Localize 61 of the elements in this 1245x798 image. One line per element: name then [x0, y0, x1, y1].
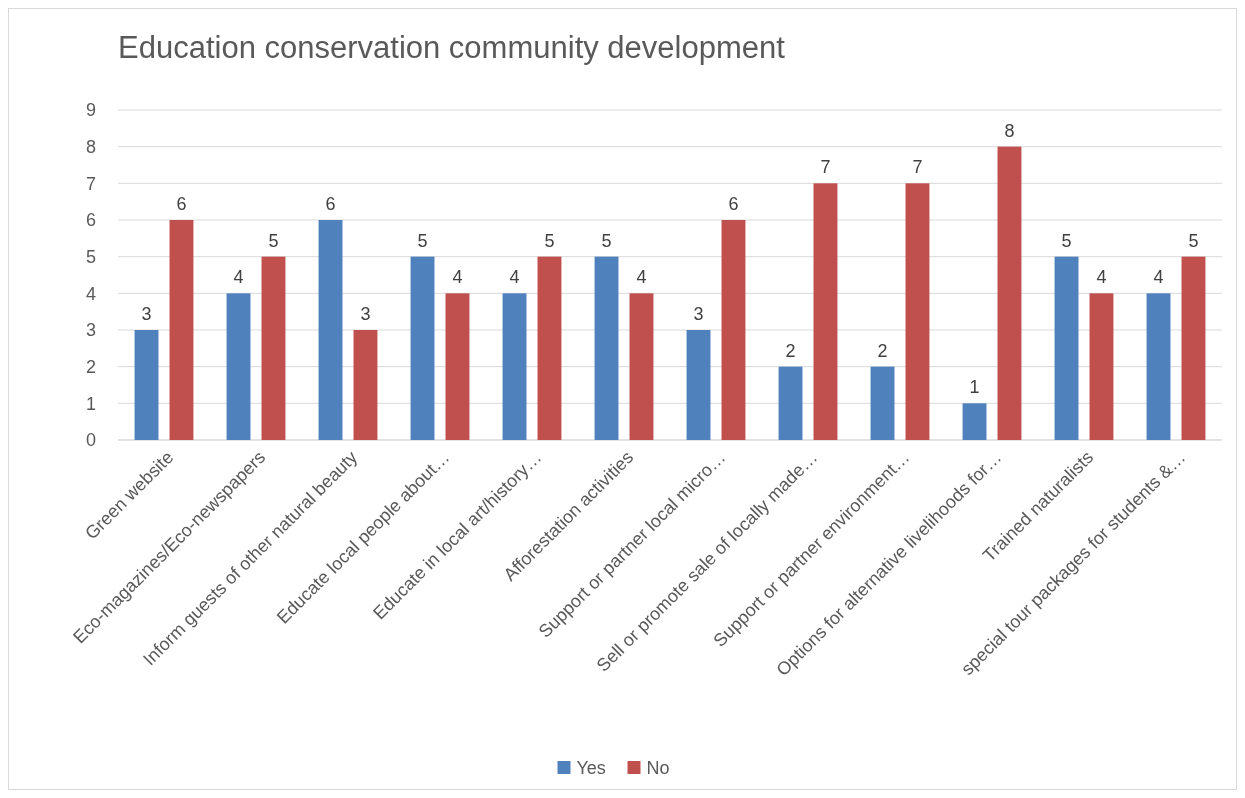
data-label: 4 — [636, 267, 647, 288]
y-tick-label: 0 — [85, 430, 96, 451]
legend-label: Yes — [576, 758, 606, 779]
y-tick-label: 5 — [85, 246, 96, 267]
y-tick-label: 4 — [85, 283, 96, 304]
bar — [353, 330, 378, 440]
data-label: 4 — [1153, 267, 1164, 288]
bar — [318, 220, 343, 440]
data-label: 3 — [141, 304, 152, 324]
data-label: 8 — [1004, 120, 1015, 141]
data-label: 7 — [820, 157, 831, 178]
data-label: 2 — [785, 340, 796, 361]
bar — [962, 403, 987, 440]
data-label: 2 — [877, 340, 888, 361]
bar — [997, 146, 1022, 440]
y-tick-label: 6 — [85, 210, 96, 231]
bar — [537, 256, 562, 440]
data-label: 5 — [1061, 230, 1072, 251]
bar — [502, 293, 527, 440]
data-label: 3 — [360, 304, 371, 324]
bar — [261, 256, 286, 440]
bar — [445, 293, 470, 440]
bar — [1054, 256, 1079, 440]
bar — [686, 330, 711, 440]
y-tick-label: 8 — [85, 136, 96, 157]
data-label: 6 — [176, 194, 187, 214]
data-label: 5 — [544, 230, 555, 251]
data-label: 3 — [693, 304, 704, 324]
data-label: 1 — [969, 377, 980, 398]
bar — [134, 330, 159, 440]
bar — [410, 256, 435, 440]
bar — [629, 293, 654, 440]
bar — [870, 366, 895, 440]
bar — [1146, 293, 1171, 440]
data-label: 4 — [509, 267, 520, 288]
bar — [1181, 256, 1206, 440]
data-label: 7 — [912, 157, 923, 178]
chart-title: Education conservation community development — [118, 30, 786, 65]
bar — [1089, 293, 1114, 440]
data-label: 5 — [417, 230, 428, 251]
bar — [778, 366, 803, 440]
bar — [226, 293, 251, 440]
y-tick-label: 3 — [85, 320, 96, 341]
y-tick-label: 7 — [85, 173, 96, 194]
bar — [813, 183, 838, 440]
bar — [169, 220, 194, 440]
y-tick-label: 9 — [85, 100, 96, 121]
bar — [594, 256, 619, 440]
y-tick-label: 2 — [85, 356, 96, 377]
data-label: 6 — [728, 194, 739, 214]
legend-label: No — [646, 758, 670, 779]
bar — [905, 183, 930, 440]
data-label: 4 — [1096, 267, 1107, 288]
data-label: 5 — [268, 230, 279, 251]
data-label: 4 — [233, 267, 244, 288]
data-label: 5 — [1188, 230, 1199, 251]
y-tick-label: 1 — [85, 393, 96, 414]
bar — [721, 220, 746, 440]
data-label: 4 — [452, 267, 463, 288]
data-label: 6 — [325, 194, 336, 214]
data-label: 5 — [601, 230, 612, 251]
